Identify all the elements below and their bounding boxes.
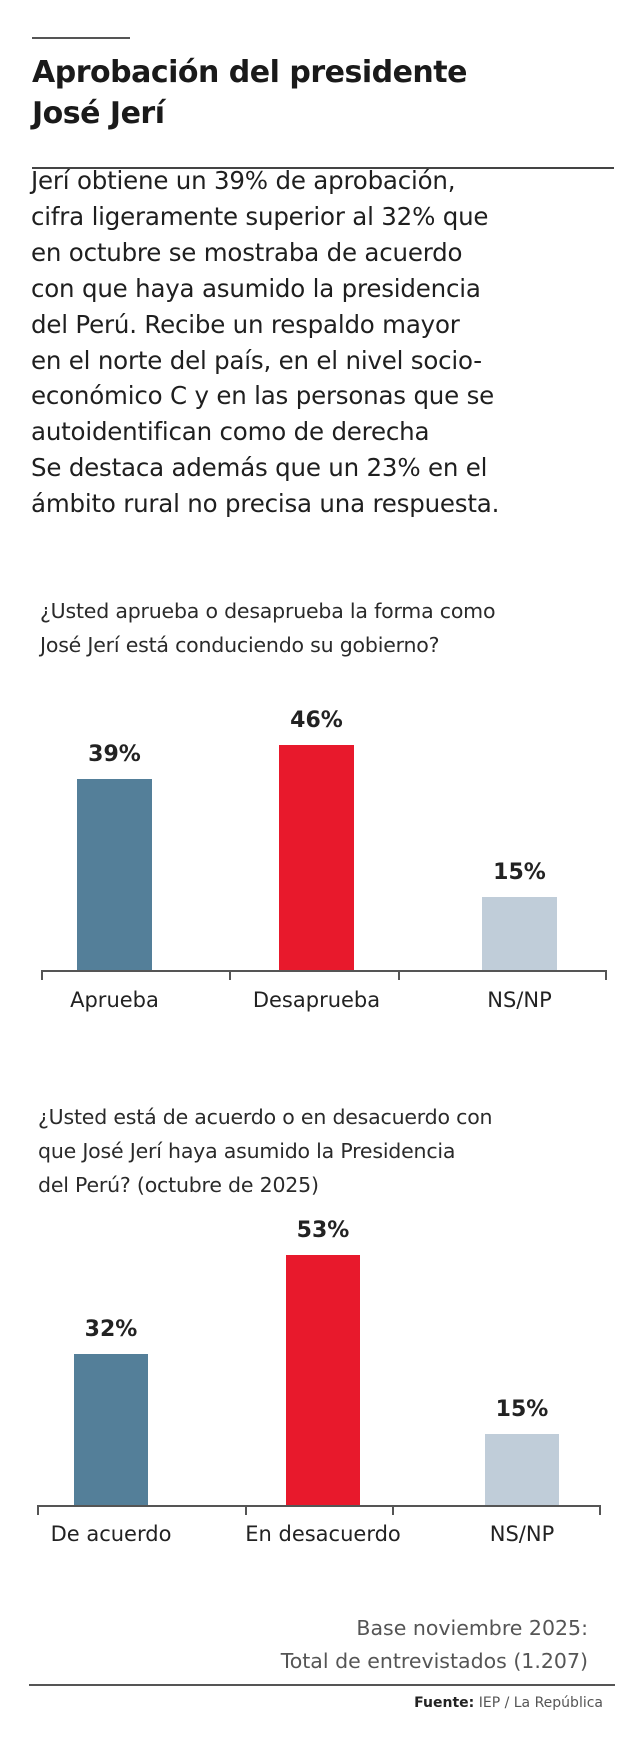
summary-line: cifra ligeramente superior al 32% que: [31, 201, 489, 231]
bar-en-desacuerdo: [286, 1254, 360, 1505]
footer-divider: [29, 1684, 615, 1686]
x-axis: [41, 970, 607, 972]
value-label: 15%: [495, 1397, 549, 1423]
summary-line: del Perú. Recibe un respaldo mayor: [31, 309, 460, 339]
summary-line: Se destaca además que un 23% en el: [31, 453, 488, 483]
summary-line: ámbito rural no precisa una respuesta.: [31, 489, 500, 519]
chart1-question-line: José Jerí está conduciendo su gobierno?: [40, 633, 440, 657]
value-label: 46%: [290, 707, 343, 733]
bar-desaprueba: [279, 744, 354, 970]
sample-base-note: Base noviembre 2025: Total de entrevista…: [281, 1612, 588, 1678]
value-label: 39%: [88, 741, 141, 767]
axis-tick: [41, 970, 43, 980]
x-axis: [37, 1505, 601, 1507]
title-line-1: Aprobación del presidente: [32, 55, 467, 90]
category-label: Aprueba: [70, 988, 159, 1012]
summary-line: en el norte del país, en el nivel socio-: [31, 345, 482, 375]
chart2-question-line: del Perú? (octubre de 2025): [38, 1173, 319, 1197]
axis-tick: [245, 1505, 247, 1515]
chart2-question-line: ¿Usted está de acuerdo o en desacuerdo c…: [38, 1105, 493, 1129]
value-label: 53%: [296, 1217, 350, 1243]
axis-tick: [599, 1505, 601, 1515]
top-accent-line: [32, 37, 130, 39]
summary-line: económico C y en las personas que se: [31, 381, 495, 411]
source-text: IEP / La República: [478, 1695, 603, 1711]
chart1-question: ¿Usted aprueba o desaprueba la forma com…: [40, 594, 640, 662]
source-label: Fuente:: [414, 1695, 475, 1711]
bar-ns-np: [485, 1434, 559, 1505]
category-label: NS/NP: [489, 1522, 555, 1546]
value-label: 15%: [493, 859, 546, 885]
base-line-2: Total de entrevistados (1.207): [280, 1649, 588, 1673]
value-label: 32%: [84, 1316, 138, 1342]
category-label: De acuerdo: [50, 1522, 172, 1546]
axis-tick: [37, 1505, 39, 1515]
axis-tick: [392, 1505, 394, 1515]
bar-de-acuerdo: [74, 1353, 148, 1505]
chart1-question-line: ¿Usted aprueba o desaprueba la forma com…: [40, 599, 496, 623]
axis-tick: [398, 970, 400, 980]
chart2-question: ¿Usted está de acuerdo o en desacuerdo c…: [38, 1100, 638, 1202]
title-line-2: José Jerí: [32, 96, 165, 131]
bar-ns-np: [482, 896, 557, 970]
base-line-1: Base noviembre 2025:: [356, 1616, 588, 1640]
chart2-question-line: que José Jerí haya asumido la Presidenci…: [38, 1139, 456, 1163]
summary-line: Jerí obtiene un 39% de aprobación,: [31, 166, 456, 195]
summary-line: en octubre se mostraba de acuerdo: [31, 237, 463, 267]
category-label: En desacuerdo: [245, 1522, 401, 1546]
source-credit: Fuente: IEP / La República: [414, 1695, 603, 1711]
summary-line: con que haya asumido la presidencia: [31, 273, 481, 303]
summary-line: autoidentifican como de derecha: [31, 417, 430, 447]
bar-aprueba: [77, 778, 152, 970]
category-label: Desaprueba: [252, 988, 381, 1012]
summary-text: Jerí obtiene un 39% de aprobación, cifra…: [31, 163, 631, 522]
axis-tick: [229, 970, 231, 980]
axis-tick: [605, 970, 607, 980]
title-divider: [32, 167, 614, 169]
category-label: NS/NP: [487, 988, 552, 1012]
page-title: Aprobación del presidente José Jerí: [32, 52, 622, 134]
